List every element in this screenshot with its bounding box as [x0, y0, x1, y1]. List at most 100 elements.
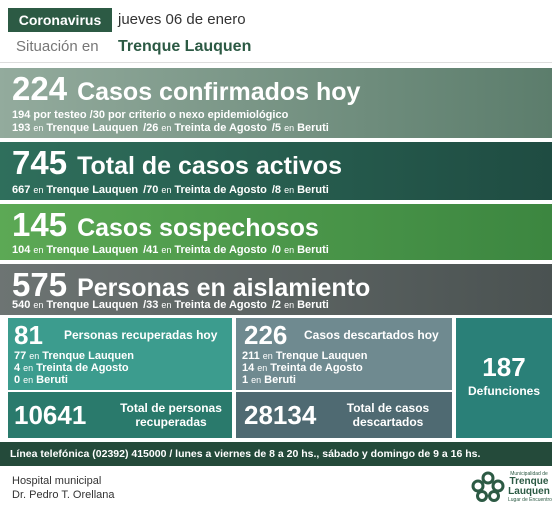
breakdown-line: 211 en Trenque Lauquen — [242, 350, 367, 362]
band-headline: 224 Casos confirmados hoy — [12, 71, 360, 114]
band-line: 193 en Trenque Lauquen/26 en Treinta de Agos… — [12, 122, 329, 135]
logo-line: Trenque — [509, 476, 549, 487]
place: Beruti — [264, 374, 296, 386]
band-label: Personas en aislamiento — [77, 274, 371, 302]
band-bg — [0, 264, 552, 315]
word: en — [284, 185, 295, 195]
word: en — [251, 375, 262, 385]
label-line: Total de casos — [346, 401, 430, 415]
logo-line: Lauquen — [508, 486, 550, 497]
place: Trenque Lauquen — [46, 299, 139, 311]
count: 0 — [14, 374, 21, 386]
label-line: recuperadas — [135, 415, 207, 429]
word: en — [161, 123, 172, 133]
count: 193 — [12, 122, 31, 134]
header-tag: Coronavirus — [8, 8, 112, 32]
place: Beruti — [297, 244, 329, 256]
logo-line: Municipalidad de — [510, 471, 548, 477]
band-number: 745 — [12, 144, 68, 181]
band-line: 540 en Trenque Lauquen/33 en Treinta de Agos… — [12, 299, 329, 312]
hospital-line: Dr. Pedro T. Orellana — [12, 489, 115, 501]
place: Beruti — [297, 299, 329, 311]
count: /0 — [271, 244, 282, 256]
recovered-today-box: 81 Personas recuperadas hoy 77 en Trenque … — [8, 318, 232, 390]
word: en — [284, 245, 295, 255]
word: en — [23, 363, 34, 373]
word: en — [33, 300, 44, 310]
breakdown-line: 1 en Beruti — [242, 374, 296, 386]
band-number: 145 — [12, 206, 68, 243]
count: 1 — [242, 374, 249, 386]
place: Beruti — [36, 374, 68, 386]
recovered-total: 10641 — [14, 400, 87, 430]
breakdown-line: 77 en Trenque Lauquen — [14, 350, 134, 362]
band-number: 224 — [12, 70, 68, 107]
word: en — [161, 185, 172, 195]
place: Trenque Lauquen — [42, 350, 134, 362]
word: en — [161, 300, 172, 310]
count: 4 — [14, 362, 21, 374]
word: en — [284, 123, 295, 133]
band-headline: 575 Personas en aislamiento — [12, 267, 370, 310]
phone-bar: Línea telefónica (02392) 415000 / lunes … — [0, 442, 552, 466]
band-line: 194 por testeo /30 por criterio o nexo e… — [12, 109, 289, 121]
header-situation: Situación en — [16, 38, 99, 55]
place: Treinta de Agosto — [174, 244, 267, 256]
band-headline: 145 Casos sospechosos — [12, 207, 319, 250]
recovered-total-label: Total de personas recuperadas — [118, 401, 224, 429]
count: /41 — [143, 244, 159, 256]
label-line: Total de personas — [120, 401, 222, 415]
discarded-today-box: 226 Casos descartados hoy 211 en Trenque L… — [236, 318, 452, 390]
discarded-total: 28134 — [244, 400, 317, 430]
header-city: Trenque Lauquen — [118, 38, 252, 55]
place: Trenque Lauquen — [46, 122, 139, 134]
word: en — [33, 245, 44, 255]
count: /33 — [143, 299, 159, 311]
count: /8 — [271, 184, 282, 196]
word: en — [33, 185, 44, 195]
logo-icon — [471, 471, 505, 502]
place: Beruti — [297, 184, 329, 196]
discarded-total-label: Total de casos descartados — [332, 401, 444, 429]
place: Trenque Lauquen — [275, 350, 368, 362]
discarded-today-label: Casos descartados hoy — [304, 328, 439, 342]
discarded-total-box: 28134 Total de casos descartados — [236, 392, 452, 438]
band-headline: 745 Total de casos activos — [12, 145, 342, 188]
place: Treinta de Agosto — [174, 184, 267, 196]
count: 667 — [12, 184, 31, 196]
label-line: descartados — [352, 415, 424, 429]
logo-text: Municipalidad de Trenque Lauquen Lugar d… — [508, 471, 552, 503]
band-label: Total de casos activos — [77, 152, 342, 180]
deaths-box: 187 Defunciones — [456, 318, 552, 438]
band-label: Casos confirmados hoy — [77, 78, 361, 106]
place: Beruti — [297, 122, 329, 134]
count: 211 — [242, 350, 260, 362]
separator — [0, 62, 552, 63]
band-label: Casos sospechosos — [77, 214, 319, 242]
word: en — [33, 123, 44, 133]
breakdown-line: 4 en Treinta de Agosto — [14, 362, 129, 374]
place: Treinta de Agosto — [270, 362, 363, 374]
discarded-today: 226 — [244, 320, 288, 350]
breakdown-line: 0 en Beruti — [14, 374, 68, 386]
band-line: 104 en Trenque Lauquen/41 en Treinta de Agos… — [12, 244, 329, 257]
count: 14 — [242, 362, 255, 374]
deaths-number: 187 — [482, 352, 526, 382]
word: en — [29, 351, 40, 361]
recovered-total-box: 10641 Total de personas recuperadas — [8, 392, 232, 438]
breakdown-line: 14 en Treinta de Agosto — [242, 362, 363, 374]
recovered-today-label: Personas recuperadas hoy — [64, 328, 218, 342]
deaths-label: Defunciones — [467, 384, 540, 398]
count: 104 — [12, 244, 31, 256]
band-bg — [0, 68, 552, 138]
word: en — [23, 375, 34, 385]
count: /26 — [143, 122, 159, 134]
count: /70 — [143, 184, 159, 196]
word: en — [284, 300, 295, 310]
hospital-line: Hospital municipal — [12, 475, 102, 487]
place: Trenque Lauquen — [46, 184, 139, 196]
place: Trenque Lauquen — [46, 244, 139, 256]
place: Treinta de Agosto — [36, 362, 129, 374]
count: /5 — [271, 122, 282, 134]
